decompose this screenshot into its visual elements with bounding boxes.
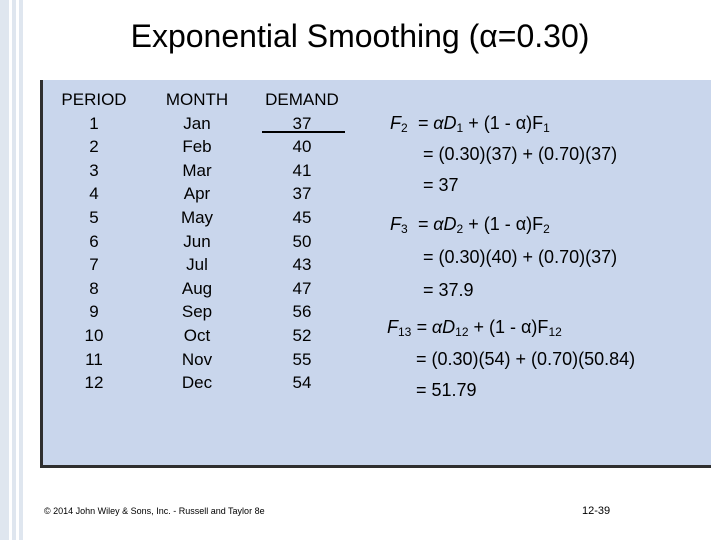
demand-cell: 47: [292, 278, 312, 298]
f13-formula: F13 = αD12 + (1 - α)F12: [387, 317, 562, 339]
f3-formula: F3 = αD2 + (1 - α)F2: [390, 214, 550, 236]
demand-cell: 52: [292, 325, 312, 345]
demand-header: DEMAND: [265, 90, 339, 109]
f13-lhs-sub: 13: [398, 325, 412, 339]
f3-rhs-a: = αD: [417, 214, 457, 234]
f2-line2: = (0.30)(37) + (0.70)(37): [423, 144, 618, 164]
f13-lhs: F: [387, 317, 398, 337]
demand-cell: 54: [292, 373, 312, 393]
month-column: MONTH Jan Feb Mar Apr May Jun Jul Aug Se…: [160, 88, 234, 395]
month-cell: Feb: [182, 137, 212, 157]
page-number: 12-39: [582, 505, 611, 517]
period-cell: 7: [89, 255, 99, 275]
month-header: MONTH: [165, 90, 229, 109]
period-cell: 11: [85, 349, 103, 369]
period-cell: 2: [89, 137, 99, 157]
demand-cell: 41: [292, 160, 312, 180]
demand-cell: 50: [292, 231, 312, 251]
f2-line3: = 37: [423, 175, 459, 195]
period-cell: 10: [84, 325, 104, 345]
month-cell: Jul: [186, 255, 208, 275]
month-cell: Apr: [183, 184, 211, 204]
demand-cell: 40: [292, 137, 312, 157]
month-cell: Dec: [181, 373, 213, 393]
f2-formula: F2 = αD1 + (1 - α)F1: [390, 113, 550, 135]
month-cell: Jan: [183, 113, 211, 133]
f2-rhs-b-sub: 1: [543, 121, 550, 135]
f3-rhs-b: + (1 - α)F: [463, 214, 544, 234]
demand-cell: 56: [292, 302, 312, 322]
f3-line2: = (0.30)(40) + (0.70)(37): [423, 247, 618, 267]
period-cell: 4: [89, 184, 99, 204]
f2-rhs-a: = αD: [417, 113, 457, 133]
month-cell: Mar: [182, 160, 212, 180]
copyright-text: © 2014 John Wiley & Sons, Inc. - Russell…: [44, 506, 265, 516]
slide-title: Exponential Smoothing (α=0.30): [130, 18, 590, 54]
f3-rhs-a-sub: 2: [456, 222, 464, 236]
f13-rhs-a: = αD: [416, 317, 456, 337]
month-cell: Aug: [181, 278, 213, 298]
period-cell: 5: [89, 207, 99, 227]
f3-lhs-sub: 3: [401, 222, 408, 236]
month-cell: Sep: [181, 302, 213, 322]
month-cell: Jun: [183, 231, 211, 251]
period-cell: 12: [84, 373, 104, 393]
month-cell: Nov: [181, 349, 213, 369]
demand-cell: 37: [292, 113, 312, 133]
period-cell: 9: [89, 302, 99, 322]
f13-rhs-b-sub: 12: [548, 325, 562, 339]
f2-lhs-sub: 2: [401, 121, 408, 135]
f2-rhs-a-sub: 1: [456, 121, 464, 135]
f13-rhs-b: + (1 - α)F: [468, 317, 549, 337]
period-cell: 6: [89, 231, 99, 251]
content-panel: [40, 80, 711, 468]
demand-cell: 43: [292, 255, 312, 275]
decorative-side-stripes: [0, 0, 26, 540]
f3-rhs-b-sub: 2: [543, 222, 550, 236]
f13-line3: = 51.79: [416, 380, 477, 400]
f13-rhs-a-sub: 12: [455, 325, 469, 339]
month-cell: Oct: [183, 325, 211, 345]
f2-rhs-b: + (1 - α)F: [463, 113, 544, 133]
f3-line3: = 37.9: [423, 280, 474, 300]
period-cell: 8: [89, 278, 99, 298]
month-cell: May: [180, 207, 214, 227]
f2-lhs: F: [390, 113, 401, 133]
demand-cell: 55: [292, 349, 312, 369]
period-cell: 1: [89, 113, 99, 133]
period-cell: 3: [89, 160, 99, 180]
demand-cell: 37: [292, 184, 312, 204]
period-header: PERIOD: [61, 90, 127, 109]
period-column: PERIOD 1 2 3 4 5 6 7 8 9 10 11 12: [57, 88, 131, 395]
demand-cell: 45: [292, 207, 312, 227]
demand-underline: [262, 131, 345, 133]
f3-lhs: F: [390, 214, 401, 234]
demand-column: DEMAND 37 40 41 37 45 50 43 47 56 52 55 …: [262, 88, 342, 395]
f13-line2: = (0.30)(54) + (0.70)(50.84): [416, 349, 636, 369]
